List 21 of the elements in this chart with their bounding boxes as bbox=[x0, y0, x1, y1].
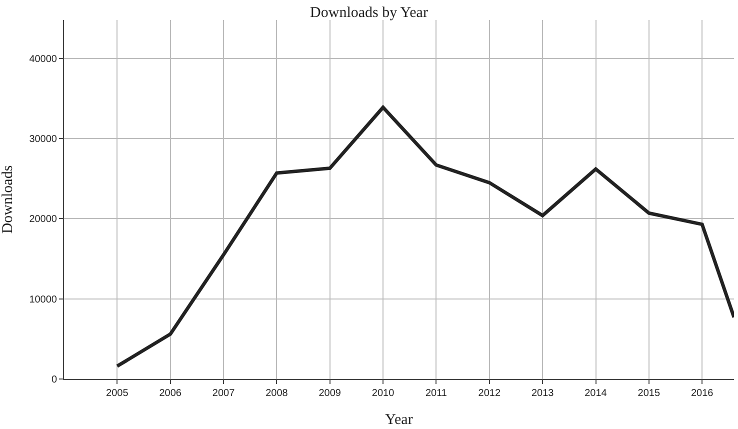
y-tick-label: 40000 bbox=[29, 54, 58, 65]
x-tick-label: 2011 bbox=[425, 388, 448, 399]
y-tick-label: 0 bbox=[51, 374, 58, 386]
y-axis-title: Downloads bbox=[0, 165, 16, 234]
x-tick-label: 2010 bbox=[372, 388, 395, 399]
y-tick-label: 30000 bbox=[29, 134, 58, 146]
x-tick-label: 2007 bbox=[212, 388, 236, 399]
x-axis-title: Year bbox=[385, 412, 413, 428]
x-tick-label: 2015 bbox=[638, 388, 660, 399]
x-tick-label: 2016 bbox=[690, 388, 714, 399]
chart-title: Downloads by Year bbox=[310, 4, 428, 21]
x-tick-label: 2005 bbox=[106, 388, 129, 399]
x-tick-label: 2013 bbox=[531, 388, 554, 399]
line-series bbox=[115, 106, 734, 368]
y-tick-label: 10000 bbox=[29, 294, 58, 306]
x-tick-label: 2012 bbox=[478, 388, 501, 399]
y-tick-label: 20000 bbox=[29, 214, 58, 226]
x-tick-label: 2009 bbox=[318, 388, 342, 399]
x-tick-label: 2014 bbox=[584, 388, 608, 399]
x-tick-label: 2008 bbox=[266, 388, 288, 399]
x-tick-label: 2006 bbox=[159, 388, 182, 399]
